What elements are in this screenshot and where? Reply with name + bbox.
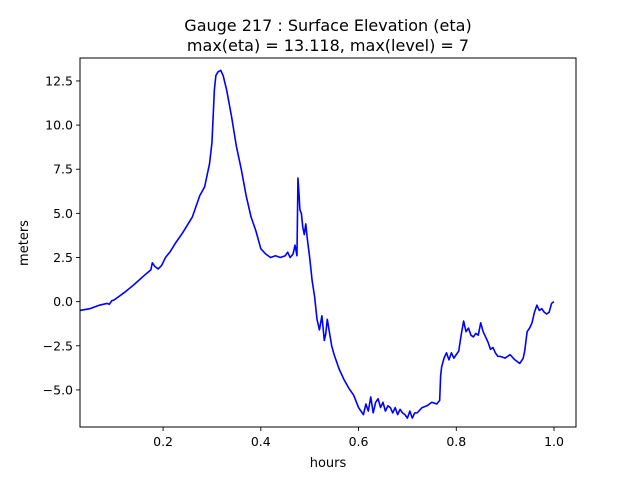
y-tick-label: −5.0 — [43, 382, 73, 397]
plot-content — [79, 69, 555, 419]
y-axis-label: meters — [17, 220, 32, 266]
chart-subtitle: max(eta) = 13.118, max(level) = 7 — [187, 36, 469, 55]
y-tick-label: 7.5 — [53, 162, 73, 177]
y-axis: −5.0 −2.5 0.0 2.5 5.0 7.5 10.0 12.5 — [43, 73, 80, 397]
y-tick-label: 10.0 — [45, 118, 73, 133]
x-tick-label: 0.6 — [349, 434, 369, 449]
x-tick-label: 0.8 — [446, 434, 466, 449]
x-tick-label: 0.4 — [251, 434, 271, 449]
x-axis: 0.2 0.4 0.6 0.8 1.0 — [153, 427, 564, 449]
plot-frame — [79, 57, 577, 428]
x-axis-label: hours — [310, 456, 347, 471]
y-tick-label: 12.5 — [45, 73, 73, 88]
x-tick-label: 0.2 — [153, 434, 173, 449]
y-tick-label: 0.0 — [53, 294, 73, 309]
series-line-0 — [79, 69, 555, 419]
chart-title: Gauge 217 : Surface Elevation (eta) — [184, 16, 471, 35]
y-tick-label: −2.5 — [43, 338, 73, 353]
x-tick-label: 1.0 — [544, 434, 564, 449]
y-tick-label: 2.5 — [53, 250, 73, 265]
y-tick-label: 5.0 — [53, 206, 73, 221]
